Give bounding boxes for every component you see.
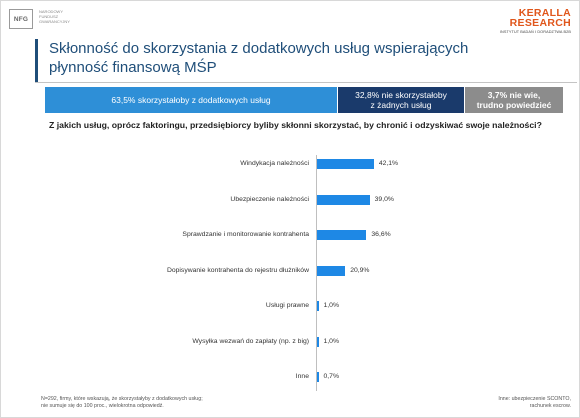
category-label: Windykacja należności: [240, 160, 309, 167]
title-separator: [35, 82, 577, 83]
survey-question: Z jakich usług, oprócz faktoringu, przed…: [49, 120, 542, 130]
bar: [317, 230, 367, 240]
summary-segment-would-not-use: 32,8% nie skorzystałoby z żadnych usług: [338, 87, 464, 113]
footnote-sample: N=292, firmy, które wskazują, że skorzys…: [41, 396, 281, 410]
footnote-sample-line1: N=292, firmy, które wskazują, że skorzys…: [41, 396, 203, 402]
summary-seg3-line2: trudno powiedzieć: [476, 100, 552, 110]
summary-segment-dont-know-text: 3,7% nie wie, trudno powiedzieć: [477, 90, 552, 110]
keralla-logo-line2: RESEARCH: [509, 17, 571, 29]
bar-value-label: 42,1%: [378, 160, 399, 167]
summary-segment-would-not-use-text: 32,8% nie skorzystałoby z żadnych usług: [355, 90, 447, 110]
chart-axis-line: [316, 155, 317, 391]
bar-value-label: 36,6%: [371, 231, 391, 238]
bar: [317, 301, 319, 311]
bar-value-label: 0,7%: [323, 373, 340, 380]
category-label: Sprawdzanie i monitorowanie kontrahenta: [182, 231, 309, 238]
keralla-logo-line1: KERALLA: [518, 7, 571, 19]
footnote-other-line2: rachunek escrow.: [529, 403, 571, 409]
category-label: Ubezpieczenie należności: [230, 195, 309, 203]
nfg-name: NARODOWY FUNDUSZ GWARANCYJNY: [39, 9, 70, 24]
bar-value-label: 1,0%: [323, 337, 340, 345]
bar: [317, 159, 374, 169]
category-label: Wysyłka wezwań do zapłaty (np. z big): [192, 337, 309, 345]
category-label: Inne: [295, 373, 309, 380]
footnote-other-line1: Inne: ubezpieczenie SCONTO,: [498, 396, 571, 402]
summary-seg2-line2: z żadnych usług: [370, 100, 432, 110]
keralla-logo: KERALLA RESEARCH INSTYTUT BADAŃ I DORADZ…: [500, 8, 571, 34]
summary-segment-would-use: 63,5% skorzystałoby z dodatkowych usług: [45, 87, 337, 113]
bar: [317, 372, 319, 382]
summary-segment-would-use-text: 63,5% skorzystałoby z dodatkowych usług: [111, 95, 271, 105]
footnote-other: Inne: ubezpieczenie SCONTO, rachunek esc…: [471, 396, 571, 410]
category-label: Usługi prawne: [265, 302, 309, 309]
summary-seg2-line1: 32,8% nie skorzystałoby: [355, 90, 447, 100]
bar: [317, 265, 346, 276]
title-accent-bar: [35, 39, 38, 83]
slide-title: Skłonność do skorzystania z dodatkowych …: [49, 40, 469, 76]
footnote-sample-line2: nie sumuje się do 100 proc., wielokrotna…: [41, 403, 164, 409]
bar: [317, 336, 319, 347]
bar: [317, 194, 370, 205]
bar-value-label: 20,9%: [350, 266, 370, 274]
keralla-tagline: INSTYTUT BADAŃ I DORADZTWA B2B: [499, 30, 571, 34]
summary-seg3-line1: 3,7% nie wie,: [487, 90, 541, 100]
bar-value-label: 1,0%: [323, 302, 340, 309]
bar-value-label: 39,0%: [374, 195, 394, 203]
summary-segment-dont-know: 3,7% nie wie, trudno powiedzieć: [465, 87, 563, 113]
nfg-logo: NFG: [9, 9, 33, 29]
category-label: Dopisywanie kontrahenta do rejestru dłuż…: [166, 266, 309, 274]
